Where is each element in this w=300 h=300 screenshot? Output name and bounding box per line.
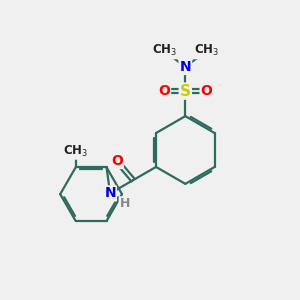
Text: N: N: [104, 186, 116, 200]
Text: CH$_3$: CH$_3$: [194, 43, 219, 58]
Text: O: O: [111, 154, 123, 168]
Text: O: O: [158, 84, 170, 98]
Text: CH$_3$: CH$_3$: [63, 144, 88, 159]
Text: H: H: [120, 197, 130, 210]
Text: O: O: [201, 84, 212, 98]
Text: CH$_3$: CH$_3$: [152, 43, 177, 58]
Text: N: N: [179, 60, 191, 74]
Text: S: S: [180, 84, 191, 99]
